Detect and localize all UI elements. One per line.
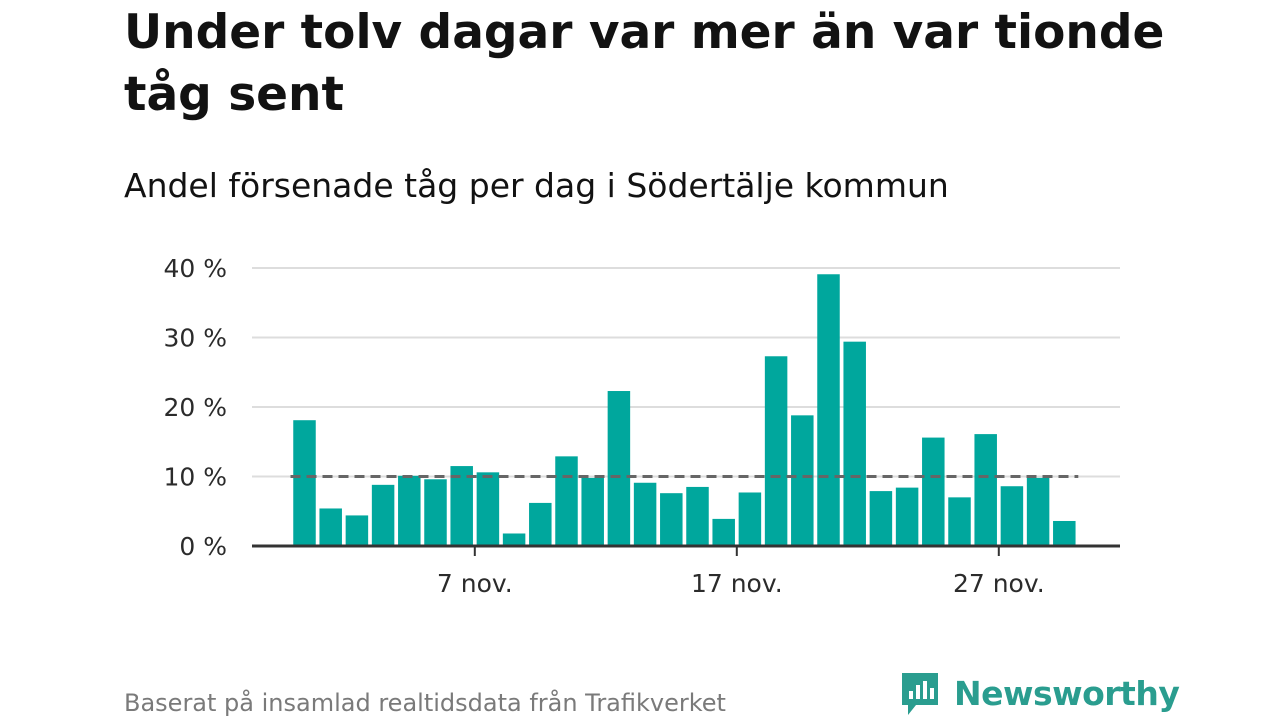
bar bbox=[293, 420, 316, 546]
source-note: Baserat på insamlad realtidsdata från Tr… bbox=[124, 689, 726, 717]
y-tick-label: 40 % bbox=[163, 254, 227, 283]
y-tick-label: 20 % bbox=[163, 393, 227, 422]
bar bbox=[555, 456, 578, 546]
bar bbox=[476, 472, 500, 546]
bar bbox=[1026, 477, 1050, 546]
bar bbox=[371, 484, 395, 546]
x-tick-label: 17 nov. bbox=[691, 569, 783, 598]
bar bbox=[738, 492, 762, 546]
bar bbox=[817, 274, 840, 546]
x-tick-label: 7 nov. bbox=[437, 569, 513, 598]
brand-name: Newsworthy bbox=[954, 673, 1180, 713]
newsworthy-logo-icon bbox=[902, 673, 938, 715]
chart-title: Under tolv dagar var mer än var tionde t… bbox=[124, 5, 1165, 122]
bar bbox=[398, 475, 421, 546]
bar bbox=[843, 341, 866, 546]
bar-chart: 0 % 10 % 20 % 30 % 40 % 7 nov. 17 nov. 27 nov. bbox=[163, 254, 1120, 598]
bar bbox=[791, 415, 814, 546]
x-tick-label: 27 nov. bbox=[953, 569, 1045, 598]
bar bbox=[948, 497, 971, 546]
bar bbox=[529, 502, 552, 546]
bar bbox=[581, 477, 604, 546]
chart-subtitle: Andel försenade tåg per dag i Södertälje… bbox=[124, 166, 949, 205]
y-tick-label: 0 % bbox=[179, 532, 227, 561]
bar bbox=[686, 486, 709, 546]
bar bbox=[450, 466, 473, 546]
bars bbox=[293, 274, 1076, 546]
bar bbox=[633, 482, 657, 546]
brand[interactable]: Newsworthy bbox=[898, 668, 1180, 718]
bar bbox=[345, 515, 369, 546]
bar bbox=[1053, 520, 1076, 546]
bar bbox=[424, 479, 447, 546]
bar bbox=[922, 437, 945, 546]
x-axis: 7 nov. 17 nov. 27 nov. bbox=[252, 544, 1120, 598]
y-tick-label: 30 % bbox=[163, 324, 227, 353]
bar bbox=[660, 493, 683, 546]
bar bbox=[319, 508, 342, 546]
bar bbox=[869, 491, 893, 546]
bar bbox=[712, 518, 735, 546]
bar bbox=[502, 533, 526, 546]
y-tick-label: 10 % bbox=[163, 463, 227, 492]
bar bbox=[607, 391, 631, 546]
bar bbox=[1000, 486, 1024, 546]
y-axis-tick-labels: 0 % 10 % 20 % 30 % 40 % bbox=[163, 254, 227, 561]
bar bbox=[895, 487, 919, 546]
bar bbox=[764, 356, 788, 546]
bar bbox=[974, 434, 997, 546]
